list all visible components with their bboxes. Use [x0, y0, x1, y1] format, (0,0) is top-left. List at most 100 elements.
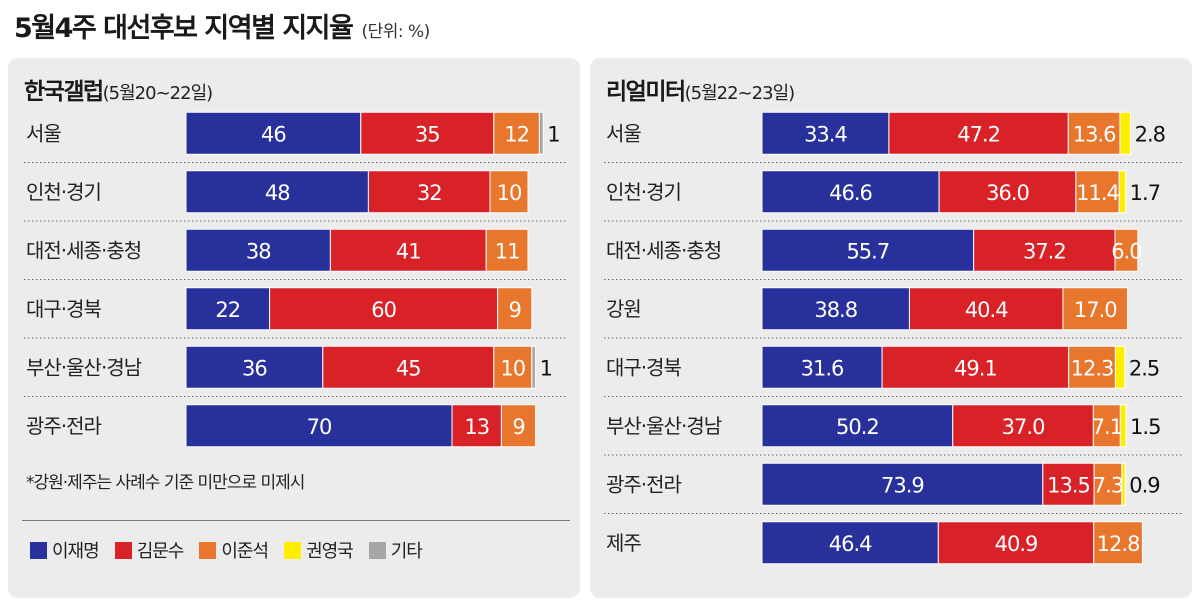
bar-부산-울산-경남-이재명	[761, 404, 954, 448]
legend-item-김문수: 김문수	[114, 537, 185, 563]
gallup-panel: 한국갤럽(5월20~22일) 서울 46 35 12 1 인천·경기 48 32 10 대전·세종…	[8, 58, 580, 598]
bar-광주-전라-이재명	[185, 404, 453, 448]
value-label-대전-세종-충청-이재명: 55.7	[846, 239, 889, 263]
realmeter-date: (5월22~23일)	[684, 83, 796, 104]
realmeter-panel: 리얼미터(5월22~23일) 서울 33.4 47.2 13.6 2.8 인천·경기 46.…	[590, 58, 1192, 598]
bar-강원-이준석	[1062, 287, 1129, 331]
value-label-광주-전라-이준석: 9	[512, 415, 524, 439]
bar-제주-김문수	[937, 521, 1095, 565]
legend-swatch	[284, 541, 302, 559]
value-label-대전-세종-충청-이준석: 11	[495, 239, 520, 263]
chart-main-title: 5월4주 대선후보 지역별 지지율	[14, 13, 354, 44]
category-label-대전-세종-충청: 대전·세종·충청	[26, 238, 141, 262]
bar-제주-이재명	[761, 521, 939, 565]
value-label-대전-세종-충청-김문수: 37.2	[1023, 239, 1066, 263]
realmeter-bar-chart: 서울 33.4 47.2 13.6 2.8 인천·경기 46.6 36.0 11.4 1.7 대전·…	[604, 111, 1182, 565]
value-label-강원-김문수: 40.4	[965, 298, 1008, 322]
value-label-서울-이준석: 12	[504, 122, 529, 146]
value-label-서울-기타: 1	[547, 122, 559, 146]
title-bar: 5월4주 대선후보 지역별 지지율 (단위: %)	[14, 6, 430, 46]
legend-label: 권영국	[306, 541, 354, 562]
category-label-광주-전라: 광주·전라	[606, 472, 682, 496]
value-label-서울-이재명: 33.4	[804, 122, 847, 146]
value-label-부산-울산-경남-이재명: 36	[242, 356, 267, 380]
bar-인천-경기-이재명	[185, 170, 369, 214]
legend-swatch	[114, 541, 132, 559]
value-label-광주-전라-이준석: 7.3	[1093, 473, 1123, 497]
bar-서울-김문수	[888, 111, 1069, 155]
bar-서울-이재명	[185, 111, 362, 155]
gallup-date: (5월20~22일)	[102, 83, 214, 104]
value-label-강원-이재명: 38.8	[814, 298, 857, 322]
bar-대구-경북-권영국	[1114, 345, 1126, 389]
value-label-서울-김문수: 47.2	[957, 122, 1000, 146]
category-label-강원: 강원	[606, 297, 641, 321]
bar-부산-울산-경남-이준석	[1092, 404, 1121, 448]
bar-대구-경북-이재명	[185, 287, 271, 331]
value-label-대구-경북-김문수: 60	[371, 298, 396, 322]
bar-인천-경기-이준석	[489, 170, 529, 214]
value-label-인천-경기-김문수: 32	[417, 181, 442, 205]
value-label-광주-전라-이재명: 73.9	[881, 473, 924, 497]
gallup-bar-chart: 서울 46 35 12 1 인천·경기 48 32 10 대전·세종·충청 38 41 11 대구·경북 2…	[24, 111, 568, 448]
value-label-부산-울산-경남-이준석: 7.1	[1092, 415, 1122, 439]
bar-대구-경북-이재명	[761, 345, 883, 389]
value-label-광주-전라-김문수: 13.5	[1047, 473, 1090, 497]
legend-swatch	[30, 541, 47, 559]
bar-대전-세종-충청-이재명	[761, 228, 975, 272]
bar-인천-경기-이재명	[761, 170, 940, 214]
category-label-부산-울산-경남: 부산·울산·경남	[26, 355, 142, 379]
legend-label: 기타	[390, 541, 423, 562]
value-label-제주-이준석: 12.8	[1097, 532, 1140, 556]
value-label-광주-전라-권영국: 0.9	[1129, 473, 1159, 497]
realmeter-title: 리얼미터	[606, 79, 686, 105]
bar-부산-울산-경남-이준석	[493, 345, 533, 389]
bar-대전-세종-충청-이준석	[485, 228, 529, 272]
bar-대전-세종-충청-김문수	[329, 228, 487, 272]
value-label-인천-경기-이재명: 46.6	[829, 181, 872, 205]
bar-서울-김문수	[360, 111, 495, 155]
gallup-panel-title: 한국갤럽(5월20~22일)	[24, 72, 214, 106]
category-label-광주-전라: 광주·전라	[26, 414, 102, 438]
bar-부산-울산-경남-김문수	[322, 345, 495, 389]
bar-서울-기타	[538, 111, 544, 155]
value-label-인천-경기-이준석: 10	[497, 181, 522, 205]
value-label-대구-경북-이재명: 22	[215, 298, 240, 322]
bar-인천-경기-권영국	[1118, 170, 1127, 214]
category-label-제주: 제주	[606, 531, 641, 555]
value-label-제주-이재명: 46.4	[829, 532, 872, 556]
bar-광주-전라-김문수	[451, 404, 502, 448]
bar-서울-이준석	[1067, 111, 1121, 155]
value-label-서울-권영국: 2.8	[1135, 122, 1165, 146]
legend-item-이준석: 이준석	[199, 537, 269, 563]
footnote: *강원·제주는 사례수 기준 미만으로 미제시	[26, 473, 305, 493]
value-label-제주-김문수: 40.9	[995, 532, 1038, 556]
value-label-대구-경북-김문수: 49.1	[954, 356, 997, 380]
value-label-부산-울산-경남-김문수: 45	[396, 356, 421, 380]
legend-item-권영국: 권영국	[284, 537, 354, 563]
value-label-부산-울산-경남-이재명: 50.2	[836, 415, 879, 439]
value-label-인천-경기-권영국: 1.7	[1130, 181, 1160, 205]
legend-swatch	[199, 541, 217, 559]
value-label-부산-울산-경남-이준석: 10	[500, 356, 525, 380]
category-label-대전-세종-충청: 대전·세종·충청	[606, 238, 721, 262]
bar-광주-전라-김문수	[1042, 462, 1095, 506]
bar-대구-경북-이준석	[497, 287, 533, 331]
gallup-title: 한국갤럽	[24, 79, 104, 105]
legend-label: 이준석	[221, 541, 269, 562]
category-label-서울: 서울	[26, 121, 61, 145]
bar-부산-울산-경남-권영국	[1119, 404, 1127, 448]
value-label-대전-세종-충청-이재명: 38	[246, 239, 271, 263]
value-label-대구-경북-이준석: 12.3	[1071, 356, 1114, 380]
bar-서울-권영국	[1119, 111, 1132, 155]
value-label-대구-경북-이재명: 31.6	[801, 356, 844, 380]
bar-대전-세종-충청-이준석	[1114, 228, 1139, 272]
category-label-부산-울산-경남: 부산·울산·경남	[606, 414, 722, 438]
legend-swatch	[368, 541, 386, 559]
legend: 이재명 김문수 이준석 권영국 기타	[30, 537, 438, 563]
legend-divider	[22, 520, 570, 521]
value-label-인천-경기-이준석: 11.4	[1076, 181, 1119, 205]
legend-label: 김문수	[136, 541, 185, 562]
value-label-서울-이준석: 13.6	[1073, 122, 1116, 146]
realmeter-panel-title: 리얼미터(5월22~23일)	[606, 72, 796, 106]
